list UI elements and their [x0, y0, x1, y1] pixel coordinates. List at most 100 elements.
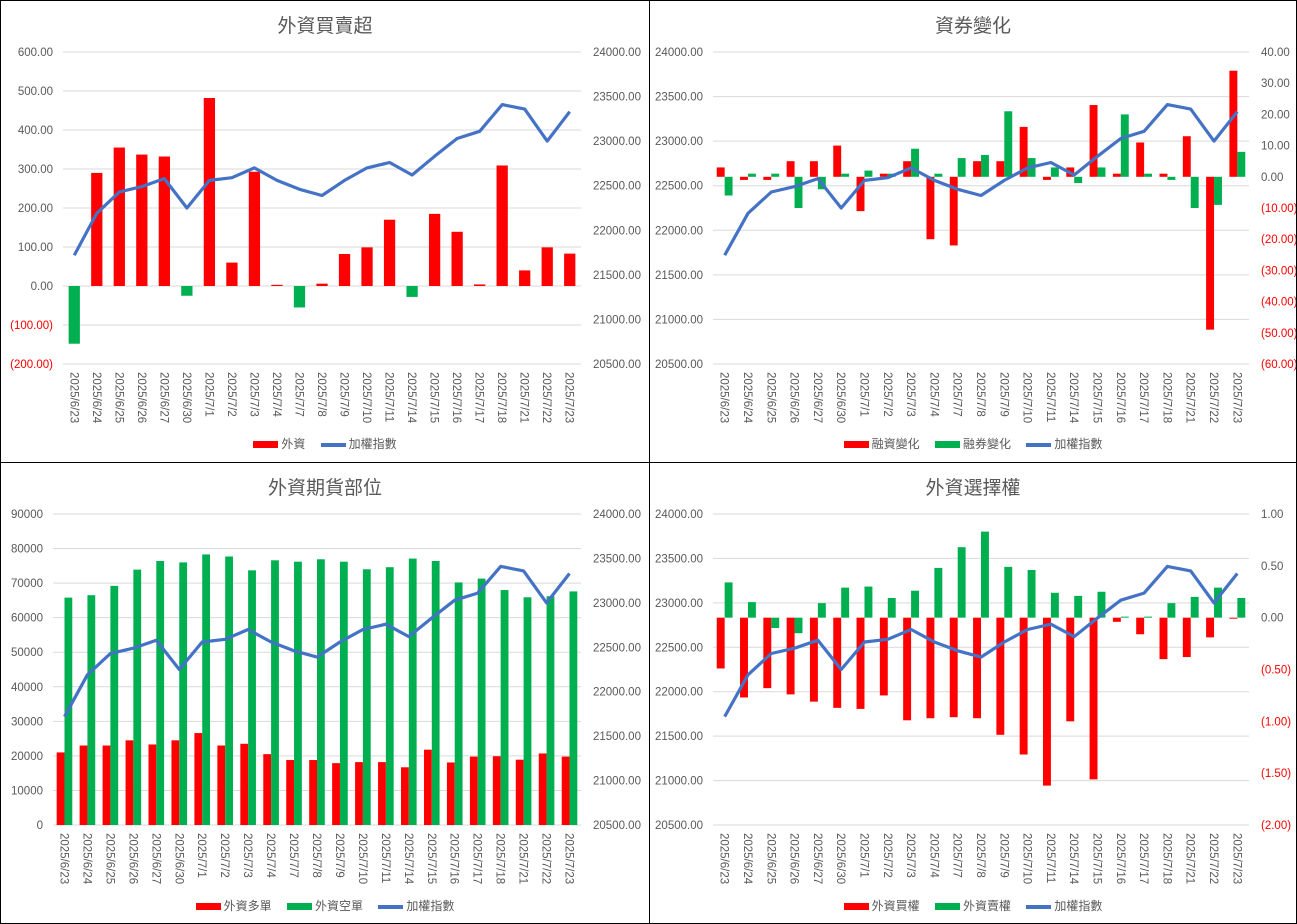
x-tick-label: 2025/7/22 [1207, 833, 1219, 884]
bar-外資 [338, 254, 351, 286]
y2-tick-label: 23000.00 [593, 136, 641, 148]
bar-融資變化 [1019, 126, 1028, 177]
bar-外資賣權 [1190, 596, 1199, 618]
bar-外資買權 [879, 617, 888, 696]
chart-legend: 外資 加權指數 [1, 435, 649, 452]
bar-融券變化 [911, 148, 920, 177]
y-tick-label: 80000 [11, 544, 43, 556]
bar-外資 [293, 286, 306, 308]
x-tick-label: 2025/7/8 [974, 833, 986, 878]
bar-外資空單 [385, 567, 394, 825]
bar-外資買權 [786, 617, 795, 695]
bar-外資空單 [317, 559, 325, 825]
y-tick-label: (200.00) [10, 359, 53, 371]
bar-外資多單 [423, 749, 432, 825]
x-tick-label: 2025/7/3 [904, 372, 916, 417]
y-tick-label: 21500.00 [655, 731, 703, 743]
bar-外資買權 [1182, 617, 1191, 658]
chart-plot: 24000.00 23500.00 23000.00 22500.00 22000.00… [655, 509, 1291, 885]
bar-外資多單 [125, 740, 134, 825]
bar-外資 [519, 270, 531, 286]
x-tick-label: 2025/6/23 [67, 372, 79, 423]
y-tick-label: 40000 [11, 682, 43, 694]
legend-item: 融資變化 [843, 435, 920, 452]
bar-外資買權 [1019, 617, 1028, 755]
legend-item: 外資賣權 [934, 897, 1011, 914]
x-tick-label: 2025/7/9 [997, 372, 1009, 417]
bar-融資變化 [1206, 176, 1215, 330]
y-tick-label: 24000.00 [655, 47, 703, 59]
y2-tick-label: 22000.00 [593, 687, 641, 699]
bar-外資買權 [1089, 617, 1098, 780]
bar-融資變化 [1159, 173, 1168, 177]
x-tick-label: 2025/6/25 [764, 833, 776, 884]
y-tick-label: 23000.00 [655, 598, 703, 610]
y-tick-label: 70000 [11, 578, 43, 590]
bar-外資 [316, 283, 328, 286]
bar-外資賣權 [981, 531, 989, 618]
bar-外資買權 [809, 617, 818, 702]
bar-外資空單 [202, 554, 211, 825]
x-tick-label: 2025/7/1 [858, 372, 870, 417]
bar-外資賣權 [1027, 569, 1036, 618]
legend-label: 外資賣權 [962, 899, 1011, 913]
x-tick-label: 2025/6/25 [103, 833, 115, 884]
bar-外資空單 [133, 569, 142, 825]
bar-外資買權 [1112, 617, 1121, 622]
x-tick-label: 2025/7/7 [951, 833, 963, 878]
bar-融資變化 [1042, 176, 1051, 180]
chart-title: 外資期貨部位 [267, 478, 382, 499]
x-tick-label: 2025/7/22 [1207, 372, 1219, 423]
y2-tick-label: (60.00) [1261, 359, 1296, 371]
x-tick-label: 2025/7/21 [517, 833, 529, 884]
x-tick-label: 2025/7/10 [360, 372, 372, 423]
y-tick-label: 20500.00 [655, 820, 703, 832]
x-tick-label: 2025/7/18 [1160, 372, 1172, 423]
x-tick-label: 2025/7/23 [1230, 833, 1242, 884]
x-tick-label: 2025/7/21 [1184, 833, 1196, 884]
x-tick-label: 2025/7/9 [997, 833, 1009, 878]
bar-外資空單 [546, 596, 555, 825]
bar-融券變化 [724, 176, 733, 196]
bar-融券變化 [1190, 176, 1199, 208]
y2-tick-label: 23000.00 [593, 598, 641, 610]
x-tick-label: 2025/7/22 [540, 372, 552, 423]
y-tick-label: 23000.00 [655, 136, 703, 148]
y2-tick-label: (50.00) [1261, 328, 1296, 340]
bar-外資多單 [240, 743, 249, 825]
y-tick-label: 100.00 [18, 242, 53, 254]
x-tick-label: 2025/7/4 [270, 372, 282, 417]
x-tick-label: 2025/7/14 [1067, 372, 1079, 424]
bar-外資賣權 [1120, 616, 1129, 618]
bar-外資賣權 [747, 602, 756, 618]
bar-外資 [226, 262, 238, 286]
bar-外資多單 [148, 744, 157, 825]
legend-item: 加權指數 [1026, 435, 1102, 452]
bar-外資買權 [1066, 617, 1075, 722]
bar-外資 [181, 286, 193, 296]
bar-外資 [68, 286, 80, 344]
y-tick-label: 30000 [11, 716, 43, 728]
chart-title: 外資選擇權 [925, 478, 1021, 499]
chart-legend: 外資多單 外資空單 加權指數 [1, 897, 649, 914]
bar-外資 [91, 172, 103, 286]
legend-label: 加權指數 [1054, 899, 1103, 913]
y2-tick-label: 20500.00 [593, 820, 641, 832]
legend-label: 加權指數 [406, 899, 455, 913]
y2-tick-label: 22500.00 [593, 642, 641, 654]
y-tick-label: 21000.00 [655, 776, 703, 788]
x-tick-label: 2025/7/7 [951, 372, 963, 417]
legend-swatch-green [286, 903, 312, 911]
legend-swatch-blue [320, 442, 346, 447]
x-tick-label: 2025/7/10 [1021, 372, 1033, 423]
bar-外資買權 [973, 617, 981, 719]
bar-外資多單 [194, 733, 203, 825]
legend-swatch-green [934, 903, 960, 911]
y-tick-label: 20000 [11, 751, 43, 763]
x-tick-label: 2025/7/22 [540, 833, 552, 884]
y-tick-label: 90000 [11, 509, 43, 521]
bar-融券變化 [1097, 167, 1106, 177]
y2-tick-label: (2.00) [1261, 820, 1291, 832]
legend-item: 融券變化 [934, 435, 1011, 452]
bar-外資 [428, 213, 441, 286]
